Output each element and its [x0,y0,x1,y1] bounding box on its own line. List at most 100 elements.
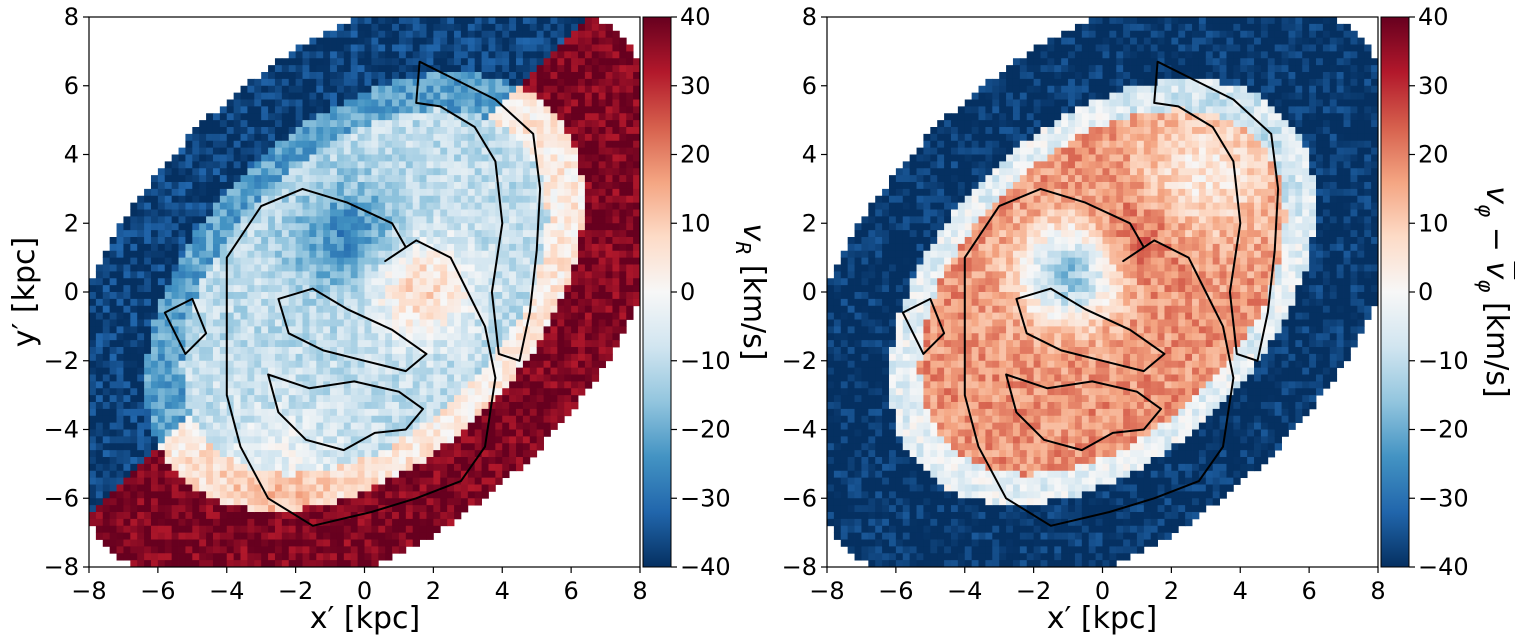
heatmap-cell [523,457,530,464]
heatmap-cell [406,155,413,162]
heatmap-cell [392,244,399,251]
heatmap-cell [323,127,330,134]
heatmap-cell [103,320,110,327]
heatmap-cell [199,148,206,155]
heatmap-cell [103,436,110,443]
heatmap-cell [241,347,248,354]
heatmap-cell [275,271,282,278]
heatmap-cell [234,471,241,478]
heatmap-cell [599,313,606,320]
heatmap-cell [461,93,468,100]
heatmap-cell [275,368,282,375]
heatmap-cell [247,230,254,237]
heatmap-cell [406,65,413,72]
heatmap-cell [385,175,392,182]
heatmap-cell [371,38,378,45]
heatmap-cell [475,478,482,485]
heatmap-cell [227,285,234,292]
heatmap-cell [123,416,130,423]
heatmap-cell [378,485,385,492]
heatmap-cell [144,423,151,430]
heatmap-cell [523,141,530,148]
heatmap-cell [213,381,220,388]
heatmap-cell [261,175,268,182]
heatmap-cell [192,148,199,155]
heatmap-cell [268,72,275,79]
heatmap-cell [351,120,358,127]
heatmap-cell [303,299,310,306]
heatmap-cell [530,409,537,416]
heatmap-cell [344,292,351,299]
heatmap-cell [144,258,151,265]
heatmap-cell [599,45,606,52]
heatmap-cell [564,381,571,388]
heatmap-cell [564,271,571,278]
heatmap-cell [578,230,585,237]
heatmap-cell [571,271,578,278]
heatmap-cell [130,203,137,210]
heatmap-cell [344,485,351,492]
heatmap-cell [123,230,130,237]
heatmap-cell [144,436,151,443]
heatmap-cell [578,120,585,127]
heatmap-cell [447,388,454,395]
heatmap-cell [275,113,282,120]
heatmap-cell [158,299,165,306]
heatmap-cell [440,326,447,333]
heatmap-cell [344,471,351,478]
heatmap-cell [385,464,392,471]
heatmap-cell [316,161,323,168]
heatmap-cell [578,388,585,395]
heatmap-cell [544,24,551,31]
heatmap-cell [495,409,502,416]
heatmap-cell [592,58,599,65]
heatmap-cell [179,326,186,333]
heatmap-cell [406,512,413,519]
heatmap-cell [599,134,606,141]
heatmap-cell [199,443,206,450]
heatmap-cell [192,216,199,223]
heatmap-cell [275,216,282,223]
heatmap-cell [426,210,433,217]
heatmap-cell [482,24,489,31]
heatmap-cell [268,86,275,93]
heatmap-cell [454,223,461,230]
heatmap-cell [309,72,316,79]
heatmap-cell [351,464,358,471]
heatmap-cell [206,278,213,285]
heatmap-cell [192,368,199,375]
heatmap-cell [289,86,296,93]
heatmap-cell [309,203,316,210]
heatmap-cell [365,299,372,306]
heatmap-cell [282,464,289,471]
heatmap-cell [275,464,282,471]
heatmap-cell [378,17,385,24]
heatmap-cell [433,491,440,498]
heatmap-cell [461,485,468,492]
heatmap-cell [426,423,433,430]
heatmap-cell [344,31,351,38]
heatmap-cell [247,416,254,423]
heatmap-cell [289,58,296,65]
heatmap-cell [130,540,137,547]
heatmap-cell [468,216,475,223]
heatmap-cell [220,491,227,498]
heatmap-cell [406,113,413,120]
heatmap-cell [130,478,137,485]
heatmap-cell [516,141,523,148]
heatmap-cell [254,546,261,553]
heatmap-cell [316,526,323,533]
heatmap-cell [433,161,440,168]
heatmap-cell [172,361,179,368]
heatmap-cell [550,299,557,306]
heatmap-cell [385,333,392,340]
heatmap-cell [406,299,413,306]
heatmap-cell [330,313,337,320]
heatmap-cell [261,72,268,79]
heatmap-cell [406,430,413,437]
heatmap-cell [399,134,406,141]
heatmap-cell [392,320,399,327]
heatmap-cell [303,533,310,540]
heatmap-cell [213,505,220,512]
heatmap-cell [220,395,227,402]
